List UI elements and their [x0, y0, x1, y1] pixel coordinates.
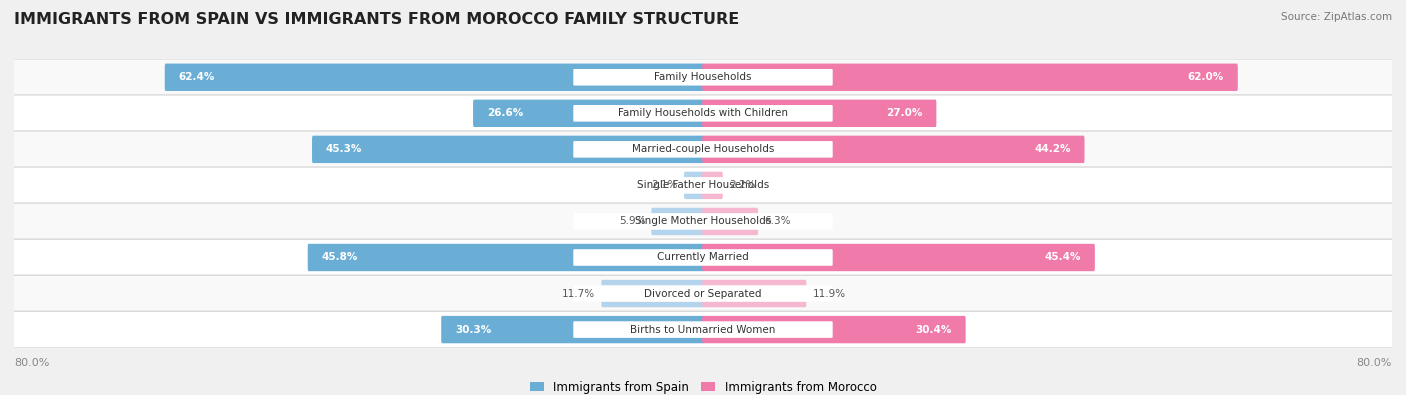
FancyBboxPatch shape: [13, 203, 1393, 240]
FancyBboxPatch shape: [702, 244, 1095, 271]
Text: 30.3%: 30.3%: [456, 325, 491, 335]
Text: 44.2%: 44.2%: [1035, 144, 1071, 154]
FancyBboxPatch shape: [312, 135, 704, 163]
Text: 2.1%: 2.1%: [651, 181, 678, 190]
FancyBboxPatch shape: [702, 280, 807, 307]
FancyBboxPatch shape: [651, 208, 704, 235]
FancyBboxPatch shape: [13, 95, 1393, 132]
FancyBboxPatch shape: [702, 172, 723, 199]
FancyBboxPatch shape: [13, 239, 1393, 276]
Text: 45.8%: 45.8%: [322, 252, 359, 263]
Text: Currently Married: Currently Married: [657, 252, 749, 263]
FancyBboxPatch shape: [13, 275, 1393, 312]
FancyBboxPatch shape: [13, 167, 1393, 204]
Text: IMMIGRANTS FROM SPAIN VS IMMIGRANTS FROM MOROCCO FAMILY STRUCTURE: IMMIGRANTS FROM SPAIN VS IMMIGRANTS FROM…: [14, 12, 740, 27]
FancyBboxPatch shape: [602, 280, 704, 307]
Text: 11.9%: 11.9%: [813, 288, 845, 299]
FancyBboxPatch shape: [13, 131, 1393, 168]
FancyBboxPatch shape: [574, 69, 832, 86]
FancyBboxPatch shape: [574, 141, 832, 158]
FancyBboxPatch shape: [702, 316, 966, 343]
FancyBboxPatch shape: [574, 249, 832, 266]
FancyBboxPatch shape: [685, 172, 704, 199]
Text: 5.9%: 5.9%: [619, 216, 645, 226]
Text: Married-couple Households: Married-couple Households: [631, 144, 775, 154]
Text: Single Father Households: Single Father Households: [637, 181, 769, 190]
FancyBboxPatch shape: [574, 321, 832, 338]
Text: 11.7%: 11.7%: [562, 288, 595, 299]
Text: 45.4%: 45.4%: [1045, 252, 1081, 263]
FancyBboxPatch shape: [702, 208, 758, 235]
Text: Family Households: Family Households: [654, 72, 752, 82]
Text: 45.3%: 45.3%: [326, 144, 363, 154]
FancyBboxPatch shape: [574, 105, 832, 122]
FancyBboxPatch shape: [574, 285, 832, 302]
Text: 2.2%: 2.2%: [728, 181, 755, 190]
Text: Single Mother Households: Single Mother Households: [636, 216, 770, 226]
Text: 26.6%: 26.6%: [486, 108, 523, 118]
Text: Family Households with Children: Family Households with Children: [619, 108, 787, 118]
FancyBboxPatch shape: [702, 64, 1237, 91]
Text: 30.4%: 30.4%: [915, 325, 952, 335]
FancyBboxPatch shape: [165, 64, 704, 91]
Text: 80.0%: 80.0%: [14, 358, 49, 368]
FancyBboxPatch shape: [441, 316, 704, 343]
FancyBboxPatch shape: [472, 100, 704, 127]
FancyBboxPatch shape: [13, 311, 1393, 348]
FancyBboxPatch shape: [308, 244, 704, 271]
Text: Divorced or Separated: Divorced or Separated: [644, 288, 762, 299]
Text: 6.3%: 6.3%: [763, 216, 790, 226]
Text: 62.0%: 62.0%: [1188, 72, 1225, 82]
Text: 27.0%: 27.0%: [886, 108, 922, 118]
Text: 80.0%: 80.0%: [1357, 358, 1392, 368]
Text: Births to Unmarried Women: Births to Unmarried Women: [630, 325, 776, 335]
FancyBboxPatch shape: [574, 177, 832, 194]
Text: 62.4%: 62.4%: [179, 72, 215, 82]
FancyBboxPatch shape: [702, 100, 936, 127]
Legend: Immigrants from Spain, Immigrants from Morocco: Immigrants from Spain, Immigrants from M…: [530, 381, 876, 393]
FancyBboxPatch shape: [702, 135, 1084, 163]
FancyBboxPatch shape: [574, 213, 832, 230]
FancyBboxPatch shape: [13, 59, 1393, 96]
Text: Source: ZipAtlas.com: Source: ZipAtlas.com: [1281, 12, 1392, 22]
